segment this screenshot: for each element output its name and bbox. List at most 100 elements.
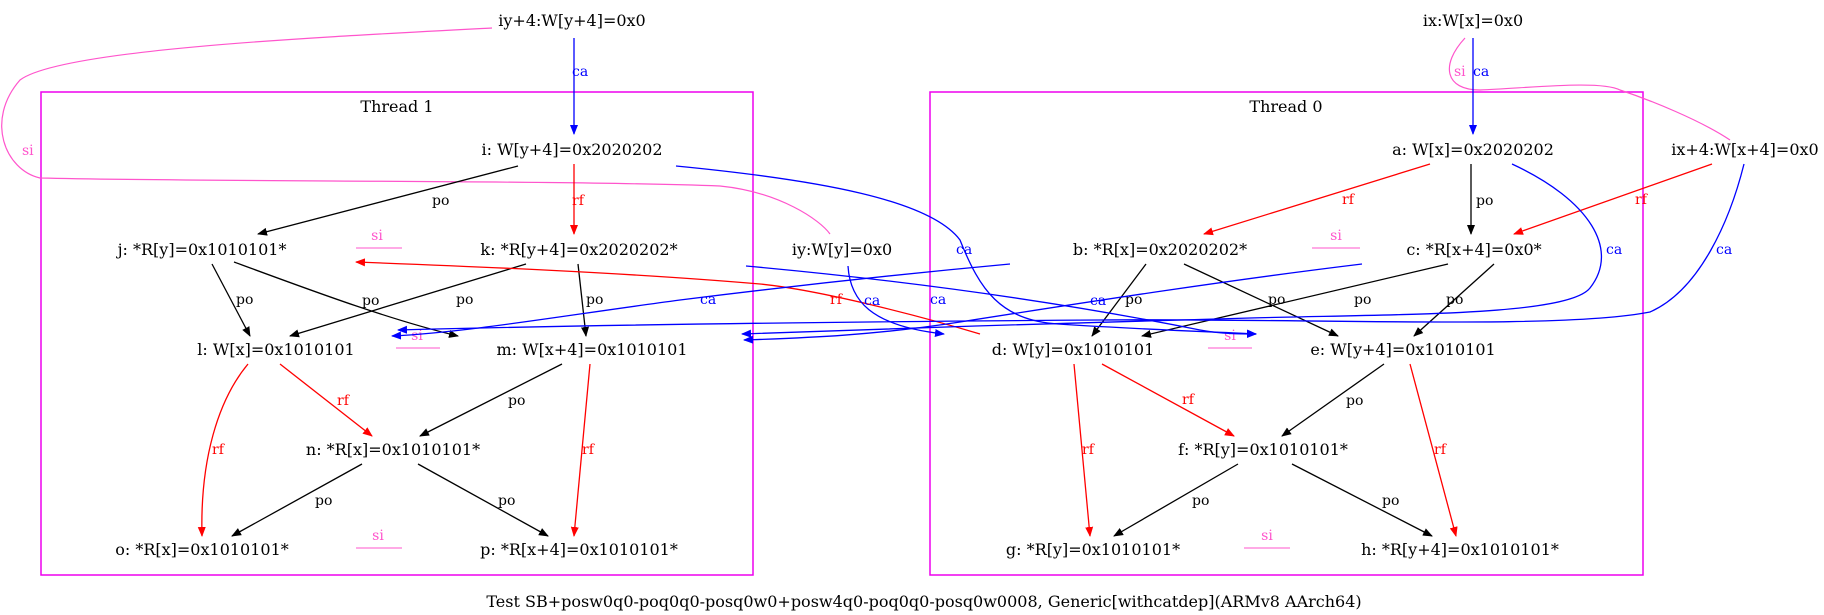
rf-edge-d-k — [355, 258, 981, 335]
po-edge-j-l — [211, 263, 251, 337]
po-edge-f-g — [1113, 463, 1239, 537]
node-o: o: *R[x]=0x1010101* — [115, 540, 289, 559]
po-label-j-m: po — [362, 293, 379, 309]
po-label-c-d: po — [1354, 292, 1371, 308]
si-edges — [1, 27, 1731, 235]
ca-label-ix4-l: ca — [1716, 242, 1732, 258]
si-marker-2: si — [411, 328, 423, 344]
rf-labels: rf rf rf rf rf rf rf rf rf rf — [212, 192, 1649, 458]
rf-label-i-k: rf — [572, 193, 586, 209]
po-label-i-j: po — [432, 193, 449, 209]
rf-edge-ix4-c — [1513, 163, 1713, 235]
rf-label-m-p: rf — [582, 442, 596, 458]
po-edge-m-n — [419, 363, 563, 437]
rf-label-e-h: rf — [1434, 442, 1448, 458]
po-label-m-n: po — [508, 393, 525, 409]
si-label-top: si — [1454, 64, 1466, 80]
thread-0-cluster — [929, 91, 1644, 576]
ca-edge-a-d — [741, 163, 1602, 338]
po-edge-i-j — [257, 165, 519, 236]
node-l: l: W[x]=0x1010101 — [197, 340, 354, 359]
node-ix4: ix+4:W[x+4]=0x0 — [1671, 140, 1818, 159]
po-edge-c-e — [1413, 263, 1495, 337]
node-h: h: *R[y+4]=0x1010101* — [1361, 540, 1559, 559]
si-marker-1: si — [371, 228, 383, 244]
si-label-left: si — [22, 143, 34, 159]
node-d: d: W[y]=0x1010101 — [992, 340, 1155, 359]
po-label-b-e: po — [1268, 292, 1285, 308]
ca-edge-c-m — [743, 263, 1363, 344]
po-label-f-g: po — [1192, 493, 1209, 509]
po-edge-c-d — [1141, 263, 1449, 338]
node-e: e: W[y+4]=0x1010101 — [1310, 340, 1495, 359]
si-edge-ix-ix4 — [1448, 37, 1731, 141]
rf-label-d-f: rf — [1182, 392, 1196, 408]
si-edge-iy4-iy — [1, 27, 831, 235]
rf-edge-l-o — [197, 363, 249, 537]
ca-label-b-l: ca — [700, 292, 716, 308]
rf-label-l-n: rf — [337, 393, 351, 409]
node-ix: ix:W[x]=0x0 — [1423, 11, 1523, 30]
rf-edge-a-b — [1203, 163, 1431, 236]
ca-label-c-m: ca — [930, 292, 946, 308]
rf-edge-d-g — [1073, 363, 1094, 537]
ca-edge-ix4-l — [397, 163, 1745, 334]
ca-label-iy4-i: ca — [572, 64, 588, 80]
graph-caption: Test SB+posw0q0-poq0q0-posq0w0+posw4q0-p… — [486, 592, 1361, 611]
node-iy: iy:W[y]=0x0 — [792, 240, 892, 259]
rf-label-l-o: rf — [212, 442, 226, 458]
rf-edge-d-f — [1101, 363, 1235, 437]
ca-label-ix-a: ca — [1473, 64, 1489, 80]
po-edge-e-f — [1281, 363, 1385, 437]
ca-edges — [391, 38, 1745, 344]
po-label-j-l: po — [236, 292, 253, 308]
si-marker-3: si — [372, 528, 384, 544]
thread-0-title: Thread 0 — [1249, 97, 1322, 116]
node-p: p: *R[x+4]=0x1010101* — [480, 540, 678, 559]
si-marker-4: si — [1330, 228, 1342, 244]
rf-label-d-k: rf — [830, 292, 844, 308]
ca-label-iy-e: ca — [1090, 293, 1106, 309]
node-iy4: iy+4:W[y+4]=0x0 — [498, 11, 645, 30]
rf-edges — [197, 163, 1713, 537]
po-edge-b-d — [1091, 263, 1147, 337]
po-label-e-f: po — [1346, 393, 1363, 409]
po-label-k-m: po — [586, 292, 603, 308]
node-f: f: *R[y]=0x1010101* — [1178, 440, 1348, 459]
ca-label-i-e: ca — [956, 242, 972, 258]
po-label-a-c: po — [1476, 193, 1493, 209]
thread-1-cluster — [40, 91, 754, 576]
po-label-n-p: po — [498, 493, 515, 509]
rf-edge-l-n — [279, 363, 373, 437]
po-edge-j-m — [233, 261, 459, 338]
po-edge-k-m — [577, 263, 589, 337]
po-edges — [211, 164, 1495, 537]
node-j: j: *R[y]=0x1010101* — [116, 240, 287, 259]
node-i: i: W[y+4]=0x2020202 — [481, 140, 662, 159]
ca-edge-iy-e — [745, 265, 1257, 338]
ca-edge-i-e — [675, 165, 1257, 338]
ca-labels: ca ca ca ca ca ca ca ca ca — [572, 64, 1732, 309]
ca-label-a-d: ca — [1606, 242, 1622, 258]
rf-edge-e-h — [1409, 363, 1458, 537]
rf-edge-m-p — [570, 363, 591, 537]
rf-label-d-g: rf — [1082, 442, 1096, 458]
ca-label-iy-d: ca — [864, 293, 880, 309]
rf-label-ix4-c: rf — [1635, 192, 1649, 208]
po-edge-n-p — [417, 463, 549, 537]
node-a: a: W[x]=0x2020202 — [1392, 140, 1554, 159]
node-k: k: *R[y+4]=0x2020202* — [480, 240, 677, 259]
rf-label-a-b: rf — [1342, 192, 1356, 208]
po-label-c-e: po — [1446, 292, 1463, 308]
node-g: g: *R[y]=0x1010101* — [1006, 540, 1180, 559]
thread-1-title: Thread 1 — [360, 97, 433, 116]
node-b: b: *R[x]=0x2020202* — [1073, 240, 1247, 259]
po-edge-f-h — [1291, 463, 1433, 537]
po-label-n-o: po — [315, 493, 332, 509]
po-labels: po po po po po po po po po po po po po p… — [236, 193, 1493, 509]
po-edge-n-o — [231, 463, 363, 537]
node-n: n: *R[x]=0x1010101* — [306, 440, 480, 459]
po-edge-b-e — [1183, 263, 1339, 337]
si-markers: si si si si si si — [356, 228, 1360, 549]
